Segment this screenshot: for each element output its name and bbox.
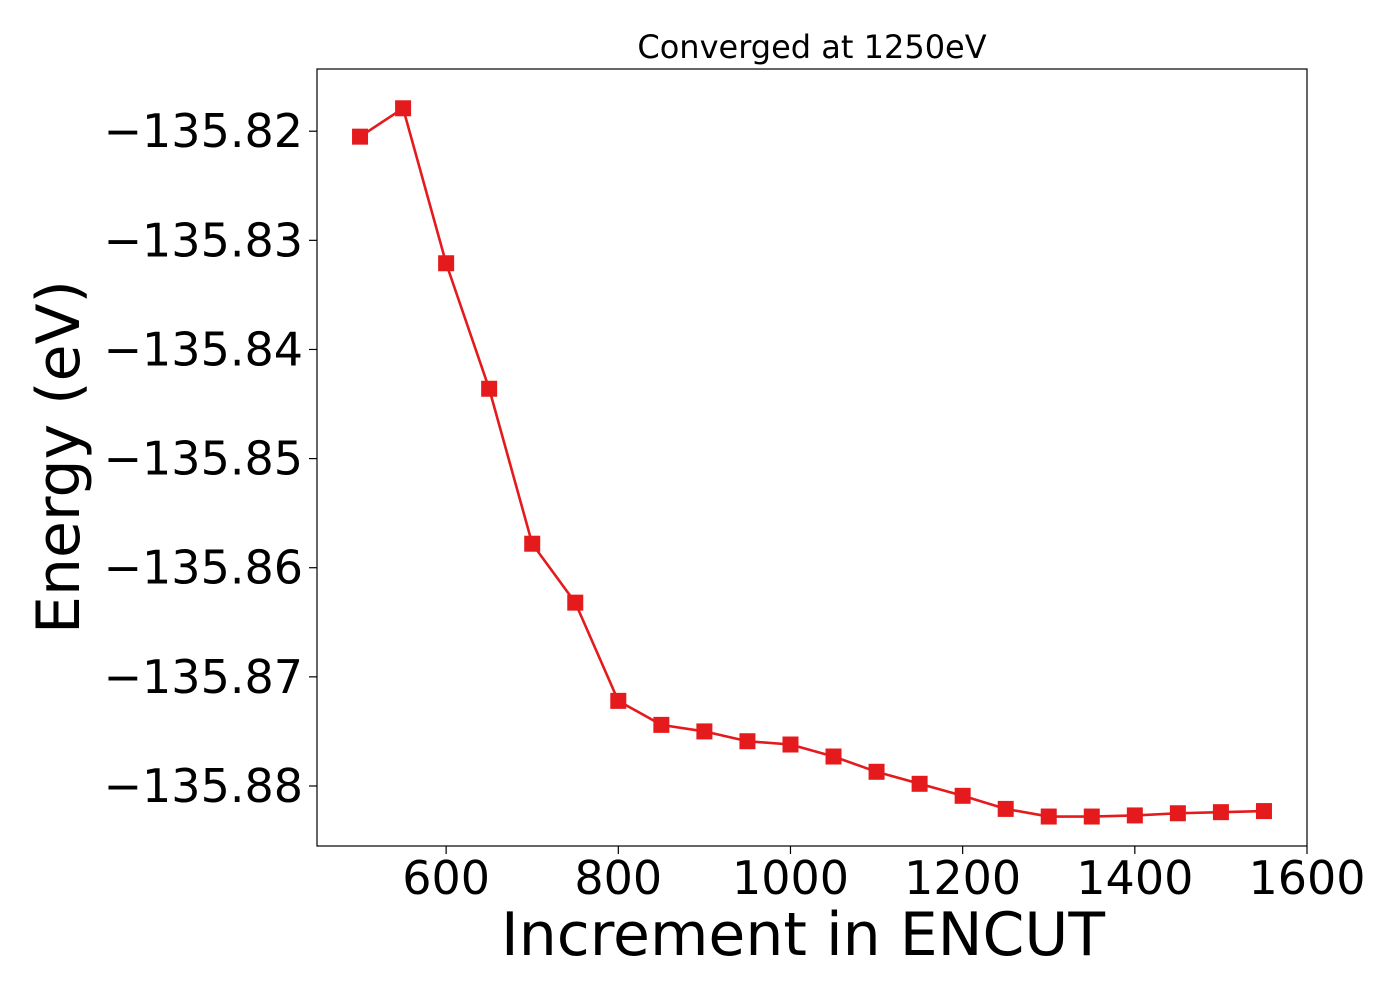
data-point-marker [1126, 807, 1143, 824]
y-axis-title: Energy (eV) [24, 280, 94, 634]
x-tick-label: 1400 [1076, 851, 1193, 905]
x-tick-label: 1000 [732, 851, 849, 905]
x-axis-ticks: 600 800 1000 1200 1400 1600 [402, 846, 1366, 905]
y-tick-label: −135.82 [104, 104, 304, 158]
x-tick-label: 1200 [904, 851, 1021, 905]
x-tick-label: 800 [574, 851, 662, 905]
data-point-marker [352, 128, 369, 145]
data-point-marker [610, 692, 627, 709]
y-tick-label: −135.86 [104, 541, 304, 595]
data-point-marker [911, 775, 928, 792]
data-point-marker [653, 716, 670, 733]
data-point-marker [782, 736, 799, 753]
data-point-marker [1212, 804, 1229, 821]
energy-series-line [358, 106, 1266, 818]
data-point-marker [1169, 805, 1186, 822]
data-point-marker [739, 733, 756, 750]
data-point-marker [395, 100, 412, 117]
data-point-marker [1083, 808, 1100, 825]
series-layer [352, 100, 1272, 825]
x-tick-label: 1600 [1248, 851, 1365, 905]
data-point-marker [825, 748, 842, 765]
data-point-marker [481, 380, 498, 397]
data-point-marker [696, 723, 713, 740]
data-point-marker [1040, 808, 1057, 825]
y-tick-label: −135.83 [104, 213, 304, 267]
plot-frame [316, 68, 1308, 847]
y-tick-label: −135.84 [104, 322, 304, 376]
y-tick-label: −135.87 [104, 650, 304, 704]
data-point-marker [567, 594, 584, 611]
data-point-marker [438, 255, 455, 272]
y-tick-label: −135.85 [104, 432, 304, 486]
data-point-marker [1255, 803, 1272, 820]
data-point-marker [868, 763, 885, 780]
y-axis-ticks: −135.82 −135.83 −135.84 −135.85 −135.86 −135.… [104, 104, 317, 813]
chart-title: Converged at 1250eV [637, 28, 986, 66]
data-point-marker [524, 535, 541, 552]
data-point-marker [997, 800, 1014, 817]
x-axis-title: Increment in ENCUT [501, 900, 1105, 970]
x-tick-label: 600 [402, 851, 490, 905]
y-tick-label: −135.88 [104, 759, 304, 813]
data-point-marker [954, 787, 971, 804]
